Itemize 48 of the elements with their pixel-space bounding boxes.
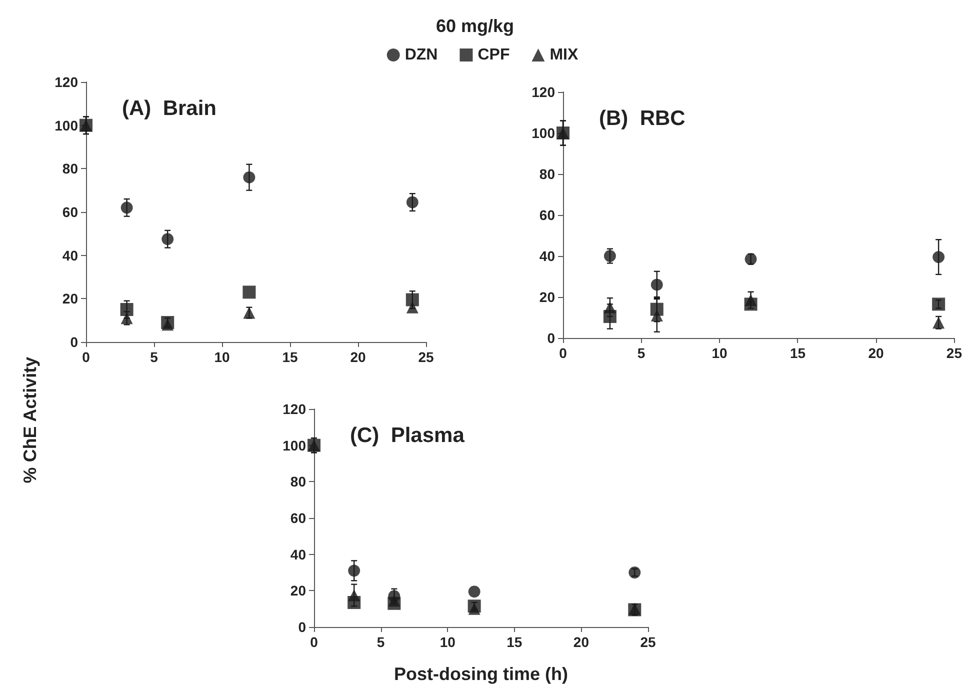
x-axis-title: Post-dosing time (h) (394, 664, 568, 684)
x-tick-label: 15 (790, 345, 806, 361)
annotation: (C) Plasma (350, 424, 465, 447)
y-tick-label: 40 (290, 546, 306, 562)
legend-label: MIX (550, 46, 578, 64)
text: 60 mg/kg (436, 16, 514, 36)
y-tick-label: 60 (62, 204, 78, 220)
x-tick-label: 15 (506, 634, 522, 650)
legend-label: CPF (478, 46, 510, 64)
y-tick-label: 0 (547, 330, 556, 346)
legend-label: DZN (404, 46, 438, 64)
y-axis-title: % ChE Activity (20, 356, 40, 484)
y-tick-label: 100 (532, 125, 556, 141)
y-tick-label: 0 (298, 619, 306, 635)
y-tick-label: 0 (70, 334, 78, 350)
x-tick-label: 5 (150, 349, 158, 365)
x-tick-label: 20 (350, 349, 366, 365)
x-tick-label: 0 (559, 345, 568, 361)
y-tick-label: 20 (62, 290, 78, 307)
x-tick-label: 25 (640, 634, 656, 650)
y-tick-label: 120 (54, 74, 78, 90)
y-tick-label: 60 (290, 510, 306, 526)
y-tick-label: 20 (539, 289, 556, 305)
x-tick-label: 0 (82, 349, 90, 365)
y-tick-label: 100 (54, 117, 78, 134)
x-tick-label: 10 (440, 634, 456, 650)
annotation: (A) Brain (122, 97, 216, 120)
x-tick-label: 20 (573, 634, 590, 650)
x-tick-label: 25 (946, 345, 962, 361)
y-tick-label: 120 (282, 401, 306, 417)
y-tick-label: 120 (532, 84, 556, 100)
y-tick-label: 80 (62, 160, 78, 177)
x-tick-label: 5 (376, 634, 385, 650)
y-tick-label: 20 (290, 582, 306, 599)
y-tick-label: 100 (282, 437, 306, 454)
x-tick-label: 15 (282, 349, 298, 365)
y-tick-label: 80 (290, 474, 306, 490)
y-tick-label: 40 (62, 247, 78, 264)
x-tick-label: 5 (637, 345, 646, 361)
y-tick-label: 60 (539, 207, 556, 223)
annotation: (B) RBC (599, 107, 686, 130)
x-tick-label: 10 (214, 349, 230, 365)
x-tick-label: 0 (310, 634, 318, 650)
y-tick-label: 80 (539, 166, 556, 182)
x-tick-label: 20 (868, 345, 884, 361)
x-tick-label: 25 (418, 349, 434, 365)
y-tick-label: 40 (539, 248, 556, 264)
x-tick-label: 10 (712, 345, 728, 361)
